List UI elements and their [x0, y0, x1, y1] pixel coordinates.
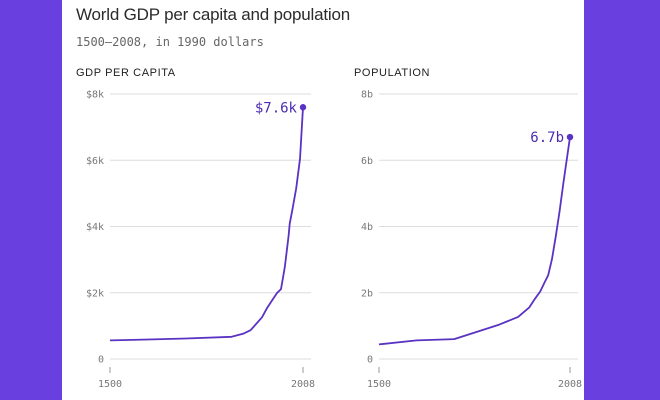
population-y-tick-label: 0	[367, 355, 373, 366]
gdp-series-line	[109, 107, 304, 342]
population-end-point	[566, 133, 574, 141]
gdp-y-tick-label: $4k	[86, 222, 104, 233]
gdp-end-point	[299, 104, 307, 111]
gdp-y-tick-label: $6k	[86, 156, 104, 167]
gdp-end-label: $7.6k	[255, 100, 298, 116]
page-subtitle: 1500–2008, in 1990 dollars	[76, 35, 264, 49]
population-y-tick-label: 6b	[361, 156, 373, 167]
population-x-tick-label: 2008	[558, 379, 582, 390]
population-y-tick-label: 8b	[361, 90, 373, 101]
gdp-y-tick-label: $8k	[86, 90, 104, 101]
population-panel-title: POPULATION	[354, 67, 431, 79]
population-y-tick-label: 4b	[361, 222, 373, 233]
gdp-x-tick-label: 2008	[291, 379, 315, 390]
page-title: World GDP per capita and population	[76, 5, 350, 24]
gdp-y-tick-label: $2k	[86, 288, 104, 299]
gdp-panel-title: GDP PER CAPITA	[76, 67, 176, 79]
population-series-line	[378, 136, 571, 346]
gdp-y-tick-label: 0	[98, 355, 104, 366]
gdp-x-tick-label: 1500	[98, 379, 122, 390]
population-end-label: 6.7b	[530, 130, 564, 146]
chart-card: World GDP per capita and population 1500…	[62, 0, 584, 400]
population-x-tick-label: 1500	[367, 379, 391, 390]
charts-svg: 0 $2k $4k $6k $8k 1500 2008 $7.6k 0 2b 4b 6b 8b 1500 2…	[86, 90, 582, 391]
population-y-tick-label: 2b	[361, 288, 373, 299]
